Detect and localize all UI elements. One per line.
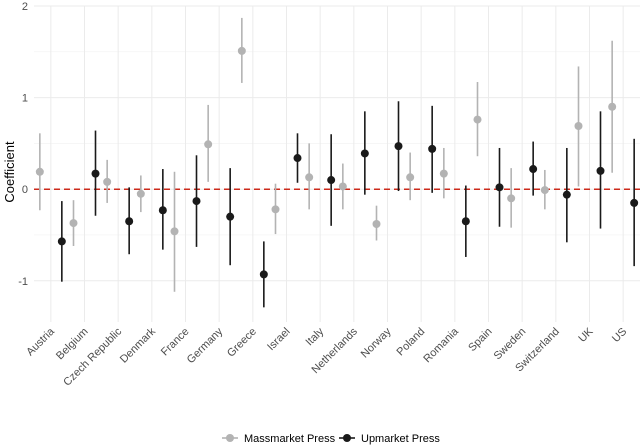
massmarket-press-point xyxy=(170,227,179,236)
massmarket-press-point xyxy=(406,173,415,182)
error-bar-marks xyxy=(35,17,639,308)
upmarket-press-point xyxy=(91,169,100,178)
upmarket-press-point xyxy=(495,183,504,192)
massmarket-press-point xyxy=(372,219,381,228)
grid xyxy=(34,5,640,322)
x-tick-label: Germany xyxy=(185,325,226,366)
massmarket-press-point xyxy=(35,167,44,176)
massmarket-press-point xyxy=(271,205,280,214)
massmarket-press-point xyxy=(136,189,145,198)
upmarket-press-point xyxy=(596,166,605,175)
massmarket-press-point xyxy=(204,140,213,149)
massmarket-press-point xyxy=(69,219,78,228)
y-axis-title: Coefficient xyxy=(2,141,17,203)
massmarket-press-point xyxy=(473,115,482,124)
upmarket-press-point xyxy=(428,144,437,153)
upmarket-press-point xyxy=(360,149,369,158)
y-tick-label: 0 xyxy=(22,184,28,196)
upmarket-press-point xyxy=(192,197,201,206)
y-tick-label: 2 xyxy=(22,1,28,13)
massmarket-press-point xyxy=(103,177,112,186)
massmarket-press-point xyxy=(338,182,347,191)
x-tick-label: Denmark xyxy=(118,325,158,365)
x-tick-label: US xyxy=(610,326,629,345)
massmarket-press-point xyxy=(608,102,617,111)
upmarket-press-point xyxy=(226,212,235,221)
upmarket-press-point xyxy=(125,217,134,226)
upmarket-press-point xyxy=(461,217,470,226)
upmarket-press-point xyxy=(293,154,302,163)
x-tick-label: Poland xyxy=(395,326,428,359)
massmarket-press-point xyxy=(574,121,583,130)
legend-label-upmarket-press: Upmarket Press xyxy=(361,433,440,445)
upmarket-press-point xyxy=(327,176,336,185)
x-tick-label: France xyxy=(159,326,192,359)
legend-key-point-upmarket-press xyxy=(343,434,351,442)
upmarket-press-point xyxy=(259,270,268,279)
x-tick-label: Israel xyxy=(265,326,293,354)
upmarket-press-point xyxy=(394,142,403,151)
massmarket-press-point xyxy=(439,169,448,178)
legend-key-point-massmarket-press xyxy=(226,434,234,442)
x-tick-label: UK xyxy=(576,325,596,345)
legend-label-massmarket-press: Massmarket Press xyxy=(244,433,336,445)
x-tick-label: Norway xyxy=(359,325,394,360)
x-tick-label: Spain xyxy=(466,326,494,354)
upmarket-press-point xyxy=(562,190,571,199)
massmarket-press-point xyxy=(507,194,516,203)
legend: Massmarket Press Upmarket Press xyxy=(222,433,440,445)
upmarket-press-point xyxy=(630,198,639,207)
x-tick-label: Romania xyxy=(421,325,461,365)
y-tick-label: -1 xyxy=(18,276,28,288)
x-tick-label: Italy xyxy=(304,325,327,348)
x-tick-label: Czech Republic xyxy=(61,325,124,388)
massmarket-press-point xyxy=(305,173,314,182)
x-tick-label: Greece xyxy=(225,326,259,360)
upmarket-press-point xyxy=(57,237,66,246)
x-tick-label: Austria xyxy=(24,325,57,358)
y-tick-label: 1 xyxy=(22,93,28,105)
massmarket-press-point xyxy=(237,46,246,55)
massmarket-press-point xyxy=(540,186,549,195)
upmarket-press-point xyxy=(529,165,538,174)
upmarket-press-point xyxy=(158,206,167,215)
